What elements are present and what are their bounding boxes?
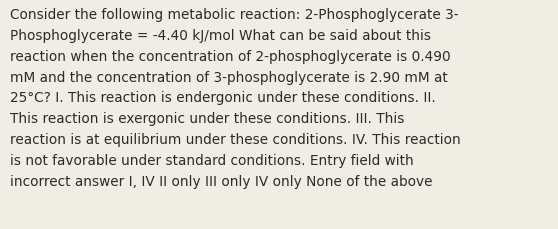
Text: Consider the following metabolic reaction: 2-Phosphoglycerate 3-
Phosphoglycerat: Consider the following metabolic reactio… [10, 8, 461, 188]
